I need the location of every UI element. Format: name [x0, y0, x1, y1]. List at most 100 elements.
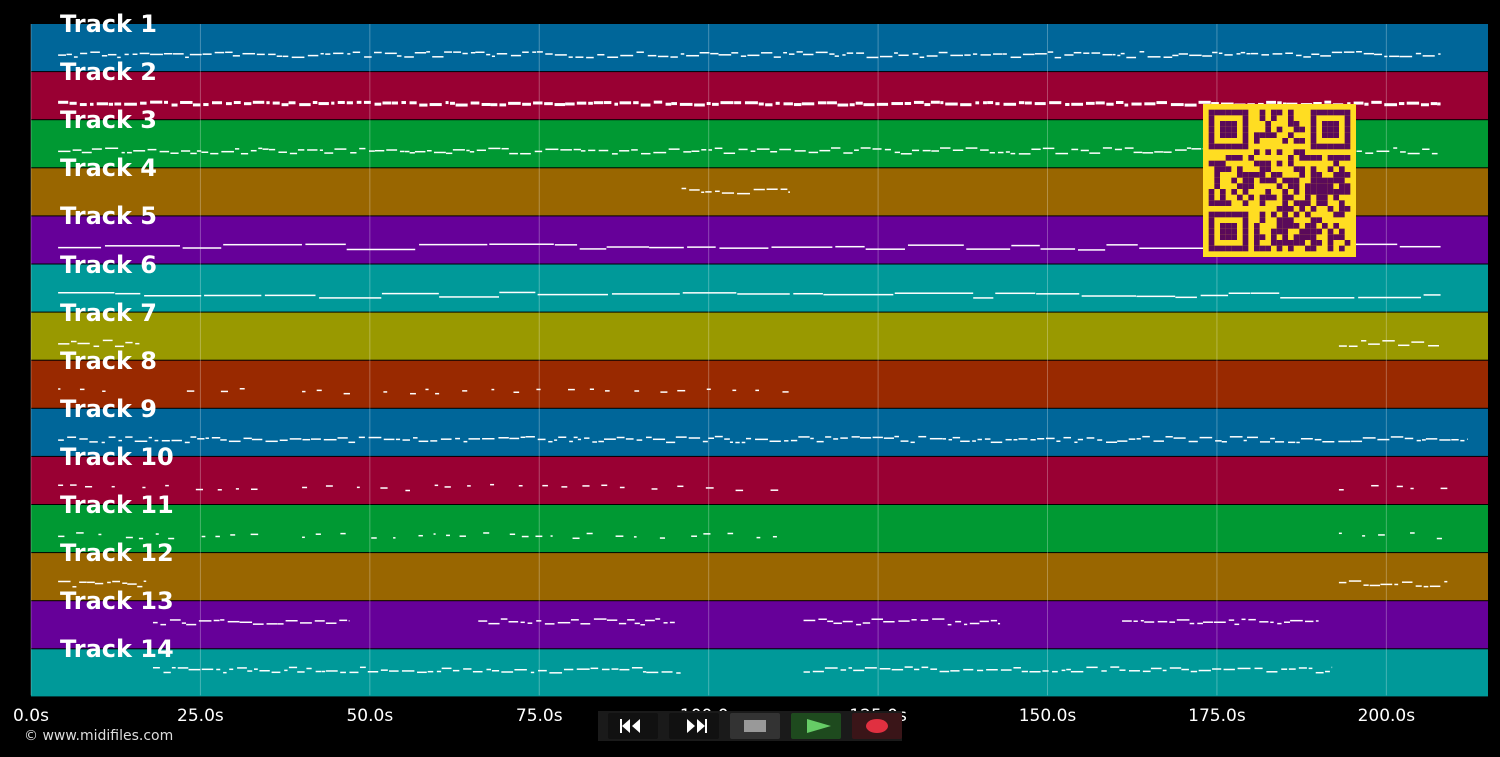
note-stroke: [115, 292, 141, 295]
note-stroke: [262, 148, 269, 150]
note-stroke: [288, 101, 296, 105]
note-stroke: [369, 150, 375, 152]
note-stroke: [1362, 535, 1366, 537]
note-stroke: [350, 152, 357, 154]
note-stroke: [418, 534, 423, 537]
note-stroke: [646, 671, 659, 674]
time-tick-label: 175.0s: [1188, 706, 1246, 726]
note-stroke: [282, 55, 289, 58]
note-stroke: [221, 150, 234, 153]
note-stroke: [1010, 152, 1016, 155]
note-stroke: [1254, 667, 1263, 670]
note-stroke: [444, 51, 453, 53]
note-stroke: [720, 101, 734, 105]
note-stroke: [1410, 487, 1414, 490]
note-stroke: [898, 620, 910, 622]
note-stroke: [160, 623, 167, 626]
stop-icon: [744, 720, 766, 732]
note-stroke: [1384, 103, 1398, 107]
note-stroke: [727, 532, 734, 535]
note-stroke: [1191, 148, 1202, 150]
note-stroke: [58, 439, 64, 441]
note-stroke: [973, 297, 994, 299]
note-stroke: [396, 55, 402, 57]
rewind-icon: [620, 719, 640, 733]
note-stroke: [185, 56, 189, 59]
note-stroke: [1410, 532, 1415, 534]
rewind-button[interactable]: [608, 713, 658, 739]
note-stroke: [883, 621, 895, 623]
note-stroke: [89, 441, 98, 443]
note-stroke: [72, 149, 82, 151]
note-stroke: [1042, 147, 1055, 150]
note-stroke: [1055, 152, 1069, 155]
track-lane: [31, 601, 1488, 649]
play-button[interactable]: [791, 713, 841, 739]
note-stroke: [1061, 669, 1066, 672]
note-stroke: [835, 245, 865, 248]
note-stroke: [1343, 51, 1355, 53]
note-stroke: [314, 620, 325, 622]
note-stroke: [1083, 52, 1090, 54]
note-stroke: [769, 440, 781, 443]
note-stroke: [879, 55, 893, 58]
note-stroke: [575, 56, 584, 58]
note-stroke: [225, 51, 233, 54]
note-stroke: [1198, 100, 1211, 104]
note-stroke: [940, 147, 951, 149]
note-stroke: [815, 51, 828, 54]
record-button[interactable]: [852, 713, 902, 739]
note-stroke: [202, 53, 212, 55]
note-stroke: [77, 342, 90, 345]
track-label: Track 12: [60, 539, 174, 568]
note-stroke: [625, 438, 634, 440]
note-stroke: [1237, 667, 1251, 670]
note-stroke: [554, 54, 567, 56]
note-stroke: [1259, 621, 1269, 623]
stop-button[interactable]: [730, 713, 780, 739]
note-stroke: [1331, 51, 1343, 54]
note-stroke: [346, 248, 416, 251]
note-stroke: [710, 52, 719, 55]
note-stroke: [386, 149, 398, 151]
note-stroke: [384, 52, 397, 55]
note-stroke: [455, 437, 461, 440]
note-stroke: [1162, 669, 1167, 672]
note-stroke: [1086, 666, 1098, 669]
note-stroke: [307, 149, 318, 151]
note-stroke: [1308, 667, 1313, 670]
note-stroke: [765, 103, 773, 107]
fast-forward-button[interactable]: [669, 713, 719, 739]
note-stroke: [620, 54, 634, 57]
note-stroke: [150, 53, 163, 56]
track-label: Track 4: [60, 154, 158, 183]
note-stroke: [922, 149, 931, 152]
note-stroke: [1363, 584, 1369, 586]
note-stroke: [272, 101, 280, 105]
note-stroke: [466, 149, 470, 152]
note-stroke: [302, 438, 311, 441]
note-stroke: [348, 441, 356, 444]
note-stroke: [866, 56, 879, 59]
note-stroke: [1236, 53, 1241, 55]
note-stroke: [975, 101, 980, 105]
note-stroke: [872, 436, 883, 439]
note-stroke: [1211, 102, 1219, 106]
track-lane: [31, 264, 1488, 312]
note-stroke: [964, 54, 971, 56]
note-stroke: [640, 103, 651, 107]
note-stroke: [1097, 439, 1103, 441]
note-stroke: [1303, 56, 1311, 58]
note-stroke: [683, 151, 692, 153]
note-stroke: [1175, 149, 1187, 151]
note-stroke: [911, 149, 920, 152]
track-lane: [31, 360, 1488, 408]
note-stroke: [1018, 438, 1028, 440]
note-stroke: [740, 55, 747, 57]
note-stroke: [542, 484, 548, 487]
note-stroke: [950, 670, 960, 672]
note-stroke: [705, 487, 714, 489]
note-stroke: [1311, 53, 1320, 56]
note-stroke: [488, 622, 500, 625]
note-stroke: [1150, 667, 1162, 670]
